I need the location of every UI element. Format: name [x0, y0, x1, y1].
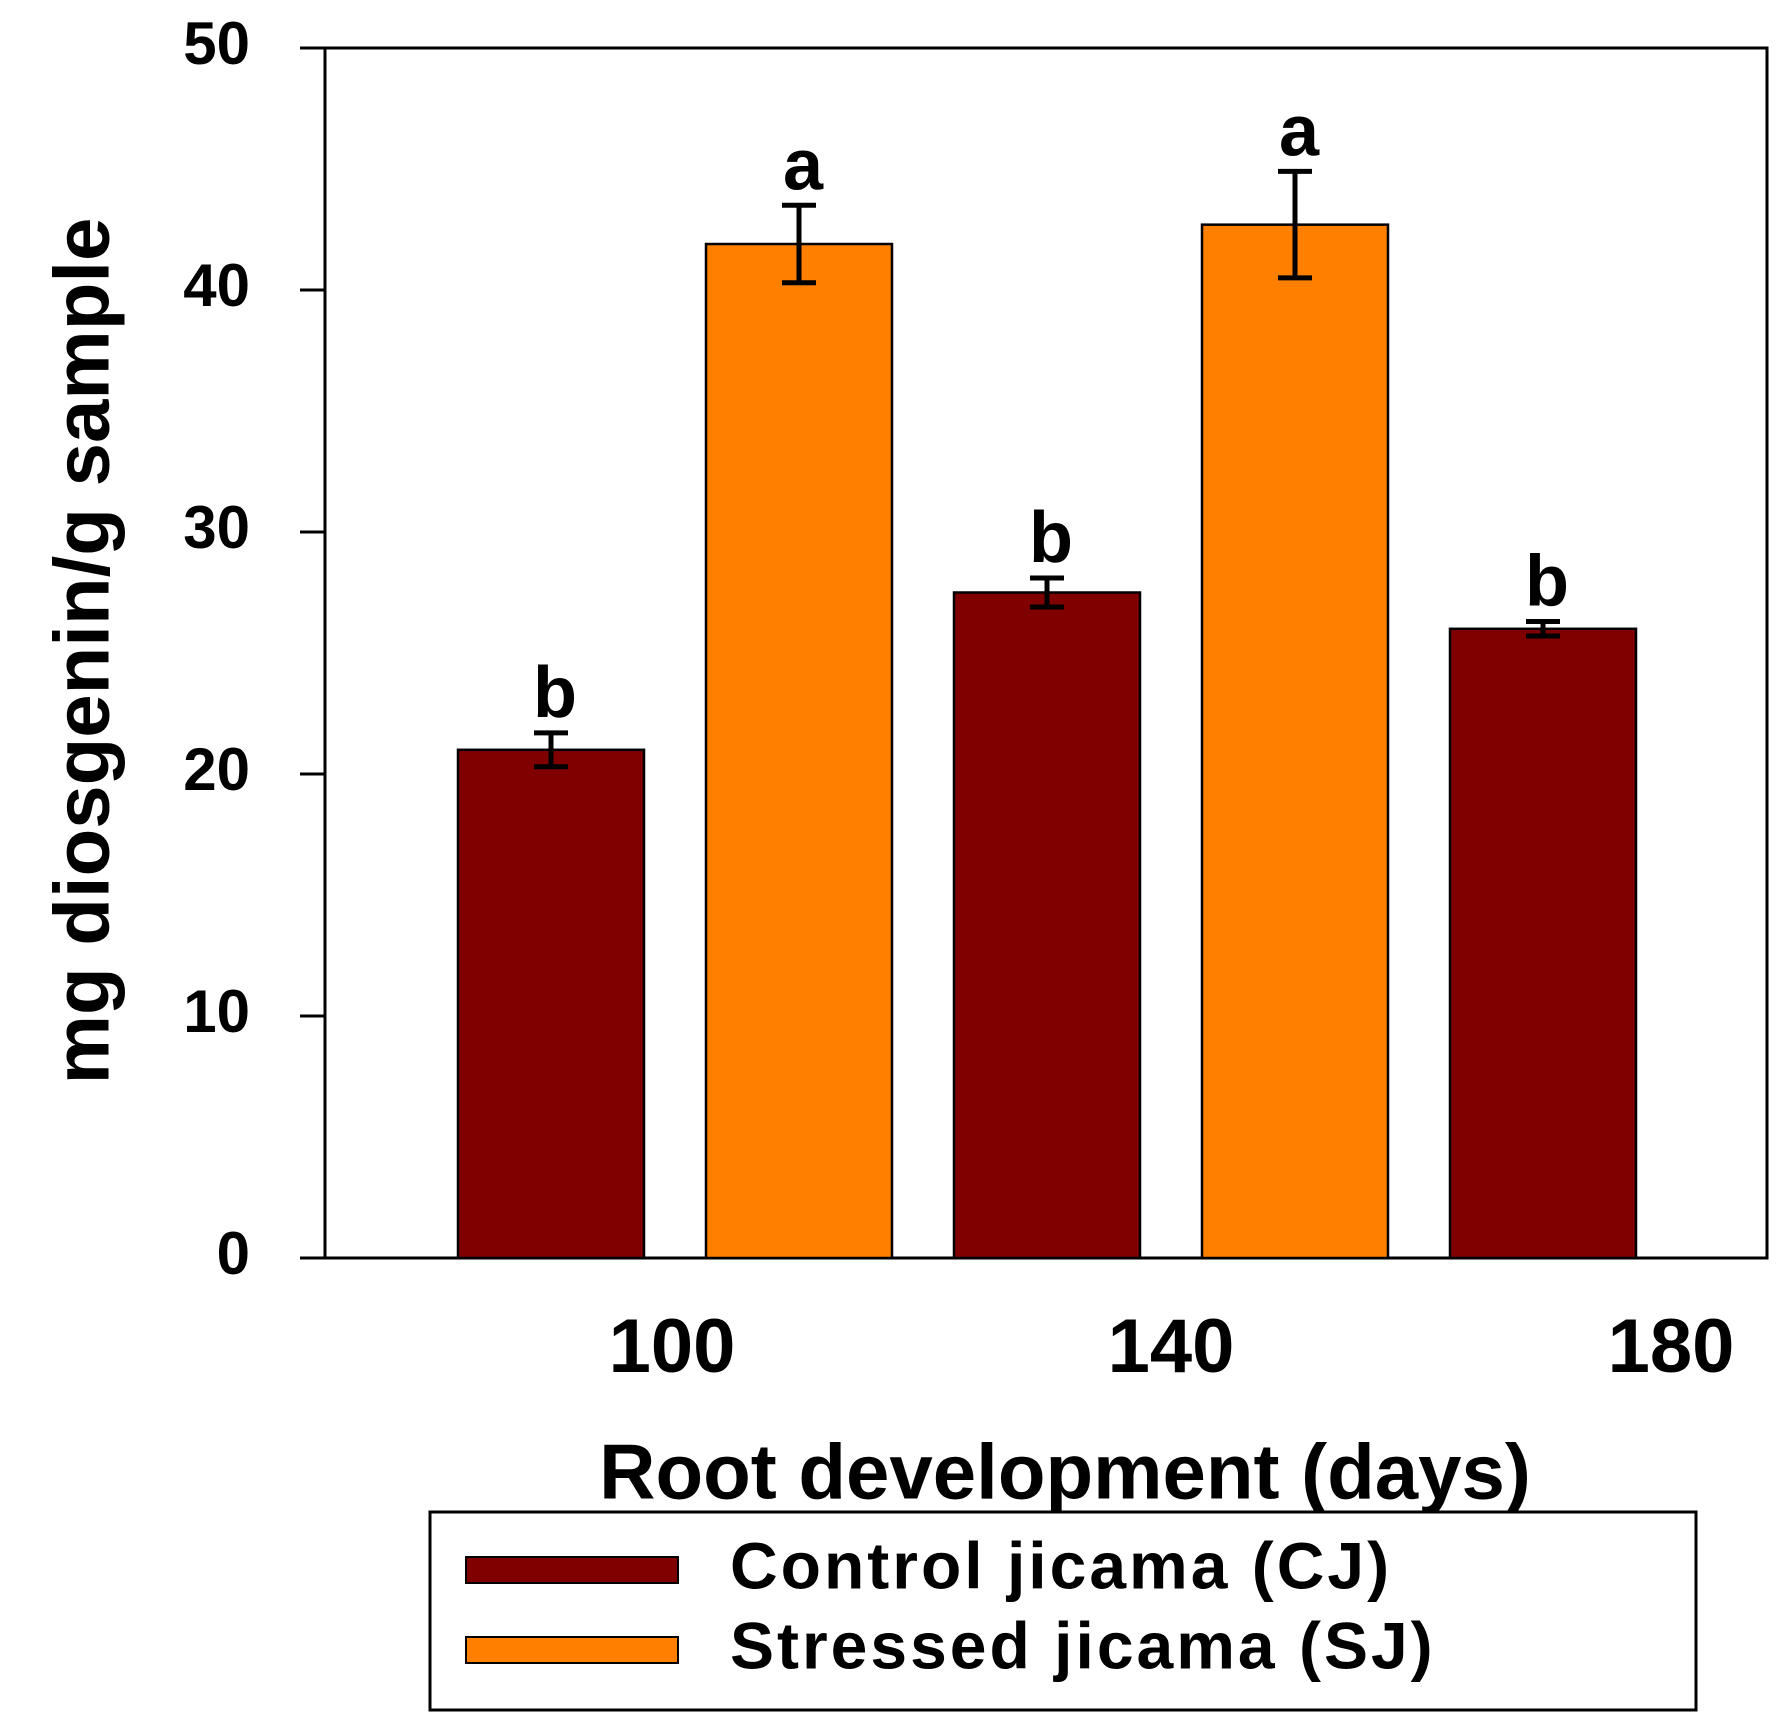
- x-axis: 100 140 180: [609, 1304, 1735, 1389]
- x-tick-label-2: 180: [1608, 1304, 1735, 1389]
- bar-3: [1200, 223, 1390, 1260]
- y-tick-label-1: 10: [183, 978, 250, 1045]
- y-axis-title: mg diosgenin/g sample: [38, 218, 126, 1085]
- y-axis: 0 10 20 30 40 50: [183, 10, 325, 1287]
- legend: Control jicama (CJ) Stressed jicama (SJ): [428, 1510, 1698, 1712]
- x-tick-label-1: 140: [1108, 1304, 1235, 1389]
- x-axis-title: Root development (days): [599, 1428, 1531, 1516]
- significance-label-2: b: [1029, 498, 1073, 578]
- significance-label-4: b: [1525, 542, 1569, 622]
- x-tick-label-0: 100: [609, 1304, 736, 1389]
- y-tick-label-5: 50: [183, 10, 250, 77]
- legend-swatch-control: [465, 1556, 679, 1584]
- bar-4: [1448, 627, 1638, 1260]
- y-tick-label-3: 30: [183, 494, 250, 561]
- significance-labels: b a b a b: [533, 91, 1569, 732]
- legend-swatch-stressed: [465, 1636, 679, 1664]
- legend-label-stressed: Stressed jicama (SJ): [730, 1608, 1436, 1682]
- y-tick-label-0: 0: [217, 1220, 250, 1287]
- significance-label-0: b: [533, 653, 577, 733]
- bars: [456, 223, 1638, 1260]
- y-tick-label-2: 20: [183, 736, 250, 803]
- bar-2: [952, 591, 1142, 1260]
- legend-label-control: Control jicama (CJ): [730, 1528, 1392, 1602]
- significance-label-3: a: [1279, 91, 1320, 171]
- bar-0: [456, 748, 646, 1260]
- y-tick-label-4: 40: [183, 252, 250, 319]
- significance-label-1: a: [783, 125, 824, 205]
- bar-1: [704, 242, 894, 1260]
- error-bars: [534, 168, 1560, 770]
- legend-frame: [428, 1510, 1698, 1712]
